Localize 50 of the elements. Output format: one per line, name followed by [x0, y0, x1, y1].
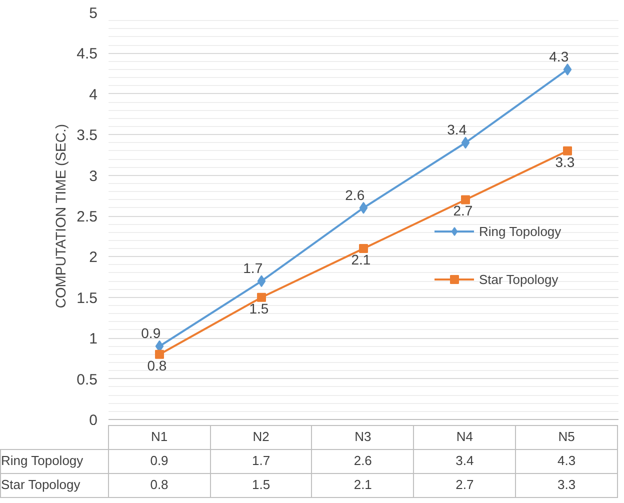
point [563, 146, 572, 156]
point [155, 350, 164, 359]
data-label: 0.8 [147, 357, 167, 374]
data-label: 2.6 [345, 186, 365, 203]
y-tick-label: 2.5 [76, 208, 98, 226]
x-tick-label: N3 [312, 426, 414, 450]
y-tick-label: 4 [89, 86, 98, 104]
y-tick-label: 3 [89, 168, 98, 185]
y-tick-label: 0.5 [76, 371, 98, 388]
text: 2.1 [312, 474, 414, 498]
data-label: 3.4 [447, 122, 467, 138]
y-tick-label: 3.5 [76, 127, 98, 144]
text: 0.9 [108, 450, 210, 474]
text: Star Topology [1, 477, 80, 492]
y-tick-label: 5 [89, 5, 98, 22]
legend-label: Star Topology [479, 272, 558, 286]
data-label: 3.3 [555, 154, 575, 170]
text: 4.3 [516, 450, 618, 474]
x-tick-label: N4 [414, 426, 516, 450]
text: 3.4 [414, 450, 516, 474]
data-label: 1.5 [249, 300, 269, 316]
y-tick-label: 2 [89, 249, 98, 266]
point [359, 244, 368, 254]
point [563, 63, 572, 76]
point [257, 275, 266, 288]
y-axis-title: COMPUTATION TIME (SEC.) [52, 124, 69, 308]
point [461, 136, 470, 149]
text: 1.7 [210, 450, 312, 474]
y-tick-label: 4.5 [76, 46, 98, 63]
x-tick-label: N1 [108, 426, 210, 450]
point [461, 195, 470, 204]
text: 3.3 [516, 474, 618, 498]
x-tick-label: N5 [516, 426, 618, 450]
y-tick-label: 1 [89, 330, 98, 348]
text: 0.8 [108, 474, 210, 498]
data-label: 0.9 [141, 325, 161, 342]
text: 1.5 [210, 474, 312, 498]
data-label: 2.7 [453, 202, 473, 219]
data-label: 2.1 [351, 252, 371, 268]
text: Ring Topology [1, 453, 84, 468]
text: 2.6 [312, 450, 414, 474]
point [359, 202, 368, 214]
y-tick-label: 1.5 [76, 290, 98, 307]
data-label: 1.7 [243, 260, 263, 276]
legend-label: Ring Topology [479, 224, 562, 238]
y-tick-label: 0 [89, 412, 98, 429]
text: 2.7 [414, 474, 516, 498]
point [257, 292, 266, 302]
data-label: 4.3 [549, 48, 569, 64]
x-tick-label: N2 [210, 426, 312, 450]
